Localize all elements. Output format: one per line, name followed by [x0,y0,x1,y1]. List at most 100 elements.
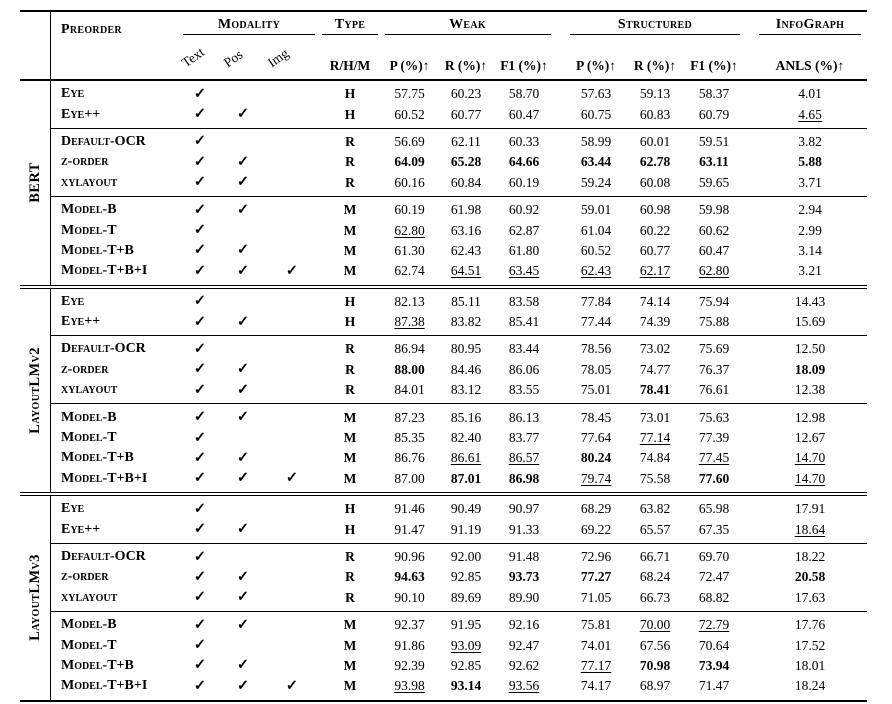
structured-value: 60.77 [639,242,671,258]
weak-value: 83.55 [508,382,540,398]
table-row: xylayout ✓ ✓ R 84.01 83.12 83.55 75.01 78.41 76.6… [51,380,867,400]
structured-value: 78.41 [639,382,671,398]
check-icon-pos: ✓ [236,677,250,694]
weak-value: 82.13 [394,293,425,309]
check-icon-text: ✓ [193,470,207,487]
anls-value: 3.14 [798,242,822,258]
table-row: z-order ✓ ✓ R 88.00 84.46 86.06 78.05 74.77 76.37… [51,360,867,380]
structured-value: 75.01 [580,382,612,398]
anls-value: 14.70 [794,470,826,486]
row-group: Default-OCR ✓ R 56.69 62.11 60.33 58.99 60.01 59… [51,127,867,196]
table-row: Default-OCR ✓ R 56.69 62.11 60.33 58.99 60.01 59… [51,132,867,152]
structured-value: 75.69 [698,341,730,357]
structured-value: 68.29 [580,501,612,517]
row-label: Model-T+B+I [61,678,148,694]
infograph-underline [759,34,861,35]
row-label: Model-T+B [61,242,134,258]
check-icon-pos: ✓ [236,589,250,606]
weak-value: 60.84 [450,174,482,190]
structured-value: 70.98 [639,657,671,673]
structured-value: 69.22 [580,521,612,537]
weak-value: 61.30 [394,242,425,258]
structured-value: 72.47 [698,569,730,585]
structured-value: 80.24 [580,450,612,466]
table-row: Model-T ✓ M 85.35 82.40 83.77 77.64 77.14 77.39 1… [51,428,867,448]
table-row: Model-T ✓ M 91.86 93.09 92.47 74.01 67.56 70.64 1… [51,635,867,655]
structured-value: 62.17 [639,263,671,279]
structured-value: 62.80 [698,263,730,279]
table-row: Model-T+B+I ✓ ✓ ✓ M 93.98 93.14 93.56 74.17 68.97… [51,676,867,696]
structured-value: 74.77 [639,361,671,377]
table-row: Eye ✓ H 57.75 60.23 58.70 57.63 59.13 58.37 4.01 [51,84,867,104]
weak-value: 89.69 [450,589,482,605]
structured-value: 78.05 [580,361,612,377]
row-label: Model-T [61,430,117,446]
check-icon-pos: ✓ [236,470,250,487]
structured-value: 59.98 [698,202,730,218]
weak-value: 86.76 [394,450,425,466]
structured-value: 65.57 [639,521,671,537]
model-label-cell: LayoutLMv2 [20,289,50,493]
table-row: Default-OCR ✓ R 90.96 92.00 91.48 72.96 66.71 69… [51,547,867,567]
weak-value: 93.09 [450,637,482,653]
check-icon-pos: ✓ [236,106,250,123]
row-label: Eye++ [61,521,101,537]
check-icon-img: ✓ [285,677,299,694]
structured-value: 60.47 [698,242,730,258]
results-table: Preorder Modality Type Weak Structured [20,10,867,702]
check-icon-pos: ✓ [236,409,250,426]
structured-value: 72.79 [698,617,730,633]
structured-value: 77.17 [580,657,612,673]
check-icon-img: ✓ [285,262,299,279]
structured-value: 73.02 [639,341,671,357]
structured-value: 77.39 [698,430,730,446]
structured-value: 71.47 [698,678,730,694]
col-group-modality: Modality [179,14,319,43]
section-rows: Eye ✓ H 91.46 90.49 90.97 68.29 63.82 65.98 17.91… [50,496,867,700]
anls-value: 5.88 [798,154,822,170]
weak-value: 91.33 [508,521,540,537]
check-icon-pos: ✓ [236,174,250,191]
row-label: Model-T [61,637,117,653]
structured-value: 57.63 [580,86,612,102]
anls-value: 18.09 [794,361,826,377]
weak-value: 91.48 [508,549,540,564]
structured-value: 60.52 [580,242,612,258]
structured-value: 66.73 [639,589,671,605]
row-group: Eye ✓ H 91.46 90.49 90.97 68.29 63.82 65.98 17.91… [51,496,867,543]
structured-value: 59.13 [639,86,671,102]
col-header-img: Img [264,45,292,71]
structured-value: 77.84 [580,293,612,309]
weak-value: 93.56 [508,678,540,694]
row-label: Model-T [61,222,117,238]
weak-value: 90.96 [394,549,425,564]
weak-value: 63.16 [450,222,482,238]
type-cell: M [343,222,357,238]
weak-value: 86.61 [450,450,482,466]
weak-value: 62.87 [508,222,540,238]
type-cell: M [343,202,357,218]
structured-value: 59.01 [580,202,612,218]
table-row: Model-T+B+I ✓ ✓ ✓ M 87.00 87.01 86.98 79.74 75.58… [51,469,867,489]
structured-value: 68.82 [698,589,730,605]
anls-value: 3.82 [798,133,822,149]
model-label: LayoutLMv2 [26,346,43,434]
weak-value: 87.00 [394,470,425,486]
weak-value: 86.57 [508,450,540,466]
weak-value: 64.51 [450,263,482,279]
structured-value: 73.94 [698,657,730,673]
anls-value: 12.50 [794,341,826,357]
col-header-rhm: R/H/M [329,58,371,73]
weak-value: 62.80 [394,222,425,238]
check-icon-pos: ✓ [236,381,250,398]
check-icon-text: ✓ [193,262,207,279]
model-label-cell: LayoutLMv3 [20,496,50,700]
type-cell: M [343,242,357,258]
table-row: Model-T+B+I ✓ ✓ ✓ M 62.74 64.51 63.45 62.43 62.17… [51,261,867,281]
type-cell: R [345,569,355,585]
weak-value: 84.01 [394,382,425,398]
structured-value: 74.17 [580,678,612,694]
weak-value: 83.82 [450,314,482,330]
row-label: Default-OCR [61,133,146,149]
check-icon-text: ✓ [193,500,207,517]
